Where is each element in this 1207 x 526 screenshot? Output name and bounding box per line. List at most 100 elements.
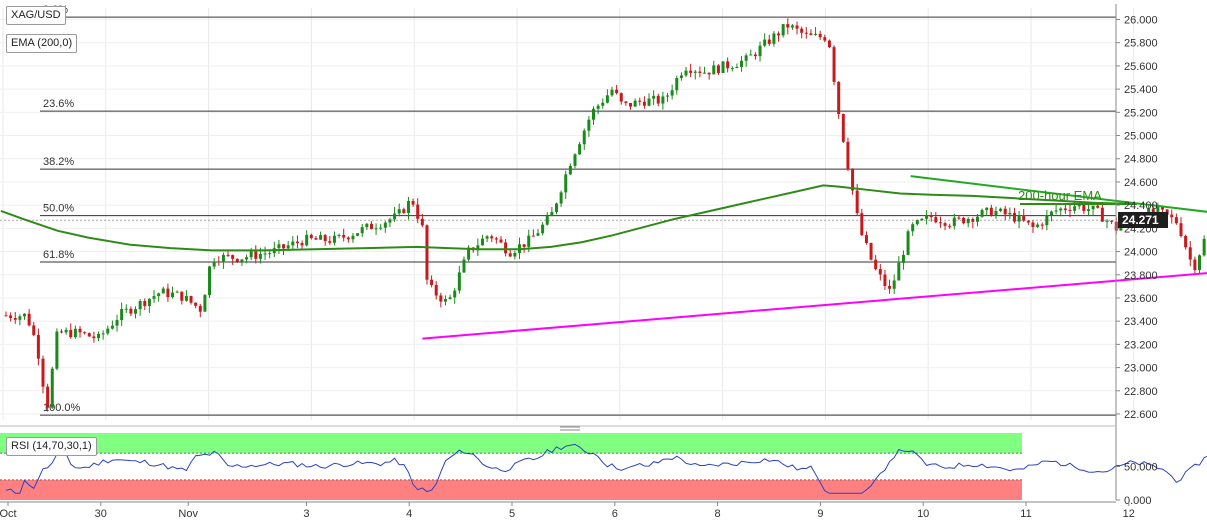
candle-body xyxy=(962,217,966,224)
candle-body xyxy=(744,55,748,61)
candle-body xyxy=(1161,206,1164,210)
candle-body xyxy=(929,215,933,218)
candle-body xyxy=(1179,223,1183,236)
candle-body xyxy=(64,329,68,333)
candle-body xyxy=(985,207,989,211)
fib-label: 50.0% xyxy=(43,203,74,215)
candle-body xyxy=(69,329,73,338)
candle-body xyxy=(809,33,813,35)
candle-body xyxy=(9,315,13,319)
candle-body xyxy=(749,54,753,56)
candle-body xyxy=(309,234,313,239)
candle-body xyxy=(957,217,961,219)
overlay-lines xyxy=(0,175,1207,340)
candle-body xyxy=(624,101,628,103)
candle-body xyxy=(661,96,665,104)
candle-body xyxy=(485,236,489,239)
candle-body xyxy=(282,244,286,249)
candle-body xyxy=(874,259,878,270)
candle-body xyxy=(462,259,466,273)
candle-body xyxy=(568,165,572,175)
candle-body xyxy=(1096,205,1100,208)
candle-body xyxy=(1091,205,1095,210)
candle-body xyxy=(564,174,568,193)
candle-body xyxy=(587,119,591,131)
candle-body xyxy=(134,309,138,314)
candle-body xyxy=(402,209,406,213)
candle-body xyxy=(763,39,767,46)
candle-body xyxy=(578,144,582,155)
candle-body xyxy=(1003,208,1007,215)
candle-body xyxy=(948,225,952,227)
candle-body xyxy=(226,254,230,256)
candle-body xyxy=(582,130,586,145)
candle-body xyxy=(698,71,702,73)
y-tick-label: 24.600 xyxy=(1124,177,1158,189)
candle-body xyxy=(27,313,31,326)
rsi-indicator-tag[interactable]: RSI (14,70,30,1) xyxy=(6,437,97,456)
candle-body xyxy=(823,37,827,41)
candle-body xyxy=(781,24,785,36)
candle-body xyxy=(18,316,22,320)
y-tick-label: 25.400 xyxy=(1124,84,1158,96)
candle-body xyxy=(938,222,942,224)
candle-body xyxy=(184,296,188,301)
candle-body xyxy=(36,335,40,359)
candle-body xyxy=(541,224,545,234)
candle-body xyxy=(124,308,128,310)
candle-body xyxy=(707,72,711,75)
candle-body xyxy=(166,288,170,298)
y-tick-label: 25.000 xyxy=(1124,131,1158,143)
y-tick-label: 26.000 xyxy=(1124,15,1158,27)
candle-body xyxy=(291,241,295,246)
candle-body xyxy=(374,228,378,230)
candle-body xyxy=(994,210,998,216)
candle-body xyxy=(87,333,91,337)
candle-body xyxy=(369,223,373,230)
candle-body xyxy=(601,102,605,106)
candle-body xyxy=(73,328,77,338)
candle-body xyxy=(1031,222,1035,227)
rsi-overbought-band xyxy=(0,433,1022,454)
candle-body xyxy=(920,218,924,221)
candle-body xyxy=(467,247,471,260)
symbol-tag[interactable]: XAG/USD xyxy=(6,6,66,25)
candle-body xyxy=(55,331,59,369)
x-tick-label: 8 xyxy=(715,508,721,520)
candle-body xyxy=(864,235,868,244)
candle-body xyxy=(679,75,683,79)
candle-body xyxy=(647,98,651,106)
candle-body xyxy=(323,235,327,242)
candle-body xyxy=(1008,212,1012,215)
candle-body xyxy=(841,113,845,142)
candle-body xyxy=(943,223,947,226)
candle-body xyxy=(906,231,910,255)
candle-body xyxy=(1054,210,1058,212)
candle-body xyxy=(337,234,341,236)
candle-body xyxy=(508,253,512,257)
fib-label: 38.2% xyxy=(43,156,74,168)
candle-body xyxy=(393,213,397,220)
candle-body xyxy=(878,269,882,275)
candle-body xyxy=(772,33,776,44)
y-tick-label: 23.200 xyxy=(1124,339,1158,351)
candle-body xyxy=(494,238,498,240)
candle-body xyxy=(1077,205,1081,207)
candle-body xyxy=(573,154,577,166)
candle-body xyxy=(263,253,267,255)
ema-indicator-tag[interactable]: EMA (200,0) xyxy=(6,34,78,53)
candle-body xyxy=(814,33,818,35)
candle-body xyxy=(1119,225,1123,231)
y-tick-label: 23.800 xyxy=(1124,270,1158,282)
candle-body xyxy=(827,40,831,48)
candle-body xyxy=(78,328,82,333)
candle-body xyxy=(883,274,887,286)
candle-body xyxy=(147,298,151,307)
candle-body xyxy=(915,220,919,225)
candle-body xyxy=(420,218,424,226)
y-tick-label: 22.800 xyxy=(1124,386,1158,398)
candle-body xyxy=(726,61,730,69)
candle-body xyxy=(208,266,212,296)
candle-body xyxy=(1059,208,1063,211)
